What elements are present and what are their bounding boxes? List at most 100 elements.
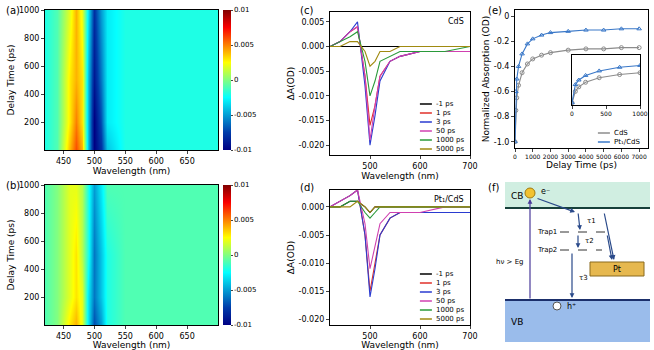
svg-text:Pt₁/CdS: Pt₁/CdS bbox=[614, 138, 640, 146]
svg-text:ΔA(OD): ΔA(OD) bbox=[286, 67, 296, 100]
svg-text:Delay Time (ps): Delay Time (ps) bbox=[546, 160, 617, 170]
svg-text:0: 0 bbox=[504, 12, 509, 21]
svg-text:50 ps: 50 ps bbox=[436, 127, 456, 135]
svg-text:550: 550 bbox=[118, 332, 133, 341]
svg-text:650: 650 bbox=[179, 332, 194, 341]
svg-text:2000: 2000 bbox=[543, 153, 558, 160]
svg-text:450: 450 bbox=[56, 157, 71, 166]
svg-text:-1.0: -1.0 bbox=[494, 138, 510, 147]
svg-text:e⁻: e⁻ bbox=[541, 187, 550, 196]
svg-text:0: 0 bbox=[234, 76, 238, 84]
svg-text:0: 0 bbox=[234, 251, 238, 259]
svg-text:τ2: τ2 bbox=[585, 237, 594, 245]
svg-text:-0.01: -0.01 bbox=[234, 321, 252, 329]
svg-text:0: 0 bbox=[513, 153, 517, 160]
svg-text:ΔA(OD): ΔA(OD) bbox=[286, 241, 296, 274]
svg-text:400: 400 bbox=[24, 265, 39, 274]
svg-text:-0.015: -0.015 bbox=[299, 116, 325, 125]
svg-text:VB: VB bbox=[511, 317, 523, 327]
svg-text:-0.01: -0.01 bbox=[234, 146, 252, 154]
svg-text:1000 ps: 1000 ps bbox=[436, 136, 464, 144]
svg-text:1000: 1000 bbox=[525, 153, 540, 160]
svg-text:Wavelength (nm): Wavelength (nm) bbox=[93, 166, 171, 176]
svg-text:400: 400 bbox=[24, 90, 39, 99]
svg-text:500: 500 bbox=[362, 162, 377, 171]
svg-text:-0.005: -0.005 bbox=[299, 231, 325, 240]
svg-text:600: 600 bbox=[149, 332, 164, 341]
svg-text:5000 ps: 5000 ps bbox=[436, 145, 464, 153]
svg-text:5000 ps: 5000 ps bbox=[436, 315, 464, 323]
svg-text:Pt: Pt bbox=[613, 265, 621, 274]
svg-text:-0.010: -0.010 bbox=[299, 259, 325, 268]
svg-text:CB: CB bbox=[511, 191, 523, 201]
svg-text:-0.4: -0.4 bbox=[494, 62, 510, 71]
svg-text:5000: 5000 bbox=[596, 153, 611, 160]
svg-text:1000 ps: 1000 ps bbox=[436, 306, 464, 314]
svg-text:(b): (b) bbox=[6, 180, 20, 191]
svg-text:0.005: 0.005 bbox=[234, 216, 254, 224]
svg-text:0.005: 0.005 bbox=[301, 18, 324, 27]
svg-text:hν > Eg: hν > Eg bbox=[496, 258, 524, 266]
svg-text:0.005: 0.005 bbox=[234, 41, 254, 49]
svg-text:Wavelength (nm): Wavelength (nm) bbox=[361, 340, 439, 350]
svg-text:CdS: CdS bbox=[448, 17, 464, 26]
svg-text:6000: 6000 bbox=[614, 153, 629, 160]
svg-text:Delay Time (ps): Delay Time (ps) bbox=[6, 45, 16, 116]
svg-text:-1 ps: -1 ps bbox=[436, 270, 454, 278]
svg-text:1000: 1000 bbox=[632, 110, 647, 117]
svg-text:650: 650 bbox=[179, 157, 194, 166]
svg-text:1000: 1000 bbox=[19, 6, 39, 15]
svg-text:600: 600 bbox=[149, 157, 164, 166]
svg-text:(f): (f) bbox=[488, 182, 499, 193]
svg-text:500: 500 bbox=[362, 332, 377, 341]
svg-text:200: 200 bbox=[24, 118, 39, 127]
svg-text:-0.8: -0.8 bbox=[494, 112, 510, 121]
svg-text:(a): (a) bbox=[6, 5, 20, 16]
svg-text:-0.6: -0.6 bbox=[494, 87, 510, 96]
svg-text:500: 500 bbox=[600, 110, 612, 117]
svg-text:800: 800 bbox=[24, 34, 39, 43]
svg-text:3 ps: 3 ps bbox=[436, 118, 451, 126]
svg-text:(e): (e) bbox=[488, 5, 502, 16]
svg-text:600: 600 bbox=[412, 162, 427, 171]
svg-text:-0.005: -0.005 bbox=[234, 286, 257, 294]
svg-text:Trap1: Trap1 bbox=[537, 228, 557, 236]
svg-text:600: 600 bbox=[24, 62, 39, 71]
svg-text:50 ps: 50 ps bbox=[436, 297, 456, 305]
svg-text:Normalized Absorption (OD): Normalized Absorption (OD) bbox=[481, 16, 491, 143]
svg-text:0.01: 0.01 bbox=[234, 181, 250, 189]
svg-text:(c): (c) bbox=[300, 5, 313, 16]
svg-text:600: 600 bbox=[24, 237, 39, 246]
svg-text:800: 800 bbox=[24, 209, 39, 218]
svg-text:0.000: 0.000 bbox=[301, 42, 324, 51]
svg-text:-1 ps: -1 ps bbox=[436, 100, 454, 108]
svg-text:4000: 4000 bbox=[578, 153, 593, 160]
svg-text:700: 700 bbox=[462, 332, 477, 341]
svg-text:h⁺: h⁺ bbox=[567, 302, 576, 311]
svg-text:CdS: CdS bbox=[614, 129, 628, 137]
svg-text:-0.015: -0.015 bbox=[299, 287, 325, 296]
svg-text:Pt₁/CdS: Pt₁/CdS bbox=[434, 195, 464, 204]
svg-text:1 ps: 1 ps bbox=[436, 109, 451, 117]
svg-text:-0.010: -0.010 bbox=[299, 92, 325, 101]
svg-text:1000: 1000 bbox=[19, 181, 39, 190]
svg-text:τ3: τ3 bbox=[579, 274, 588, 282]
svg-text:3 ps: 3 ps bbox=[436, 288, 451, 296]
svg-text:-0.020: -0.020 bbox=[299, 141, 325, 150]
svg-text:Wavelength (nm): Wavelength (nm) bbox=[93, 340, 171, 350]
svg-text:0: 0 bbox=[570, 110, 574, 117]
svg-text:1 ps: 1 ps bbox=[436, 279, 451, 287]
svg-text:200: 200 bbox=[24, 293, 39, 302]
svg-text:0.000: 0.000 bbox=[301, 203, 324, 212]
svg-text:-0.2: -0.2 bbox=[494, 37, 510, 46]
svg-text:600: 600 bbox=[412, 332, 427, 341]
svg-text:-0.020: -0.020 bbox=[299, 315, 325, 324]
svg-text:3000: 3000 bbox=[561, 153, 576, 160]
svg-text:-0.005: -0.005 bbox=[299, 67, 325, 76]
svg-text:700: 700 bbox=[462, 162, 477, 171]
svg-text:Trap2: Trap2 bbox=[537, 246, 557, 254]
svg-text:7000: 7000 bbox=[631, 153, 646, 160]
svg-text:-0.005: -0.005 bbox=[234, 111, 257, 119]
svg-text:0.01: 0.01 bbox=[234, 6, 250, 14]
svg-text:(d): (d) bbox=[300, 182, 314, 193]
